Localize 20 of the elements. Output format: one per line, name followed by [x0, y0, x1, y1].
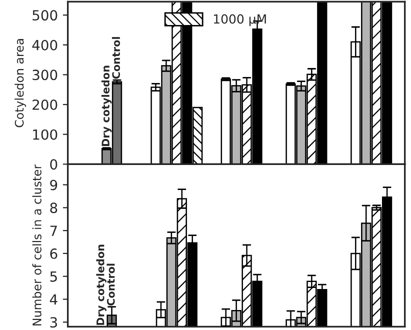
text: Control	[112, 37, 120, 79]
annotation: Dry cotyledon	[96, 244, 106, 325]
y-tick-label: 8	[50, 202, 58, 214]
y-tick-label: 300	[32, 70, 58, 80]
y-axis-title: Cotyledon area	[14, 39, 26, 128]
y-tick-label: 3	[50, 317, 57, 328]
y-tick-label: 0	[50, 159, 58, 170]
y-tick-label: 400	[32, 40, 58, 50]
y-tick-label: 9	[50, 180, 58, 190]
y-tick-label: 4	[50, 294, 58, 305]
y-axis-title: Number of cells in a cluster	[32, 164, 42, 326]
y-tick-label: 500	[32, 10, 58, 21]
text: Control	[106, 264, 115, 306]
y-tick-label: 200	[32, 100, 58, 110]
text: Dry cotyledon	[101, 66, 112, 146]
y-tick-label: 7	[50, 226, 57, 236]
y-tick-label: 6	[50, 248, 58, 259]
y-tick-label: 100	[33, 129, 58, 140]
y-tick-label: 5	[50, 271, 57, 282]
legend-label: 1000 µM	[214, 14, 266, 26]
